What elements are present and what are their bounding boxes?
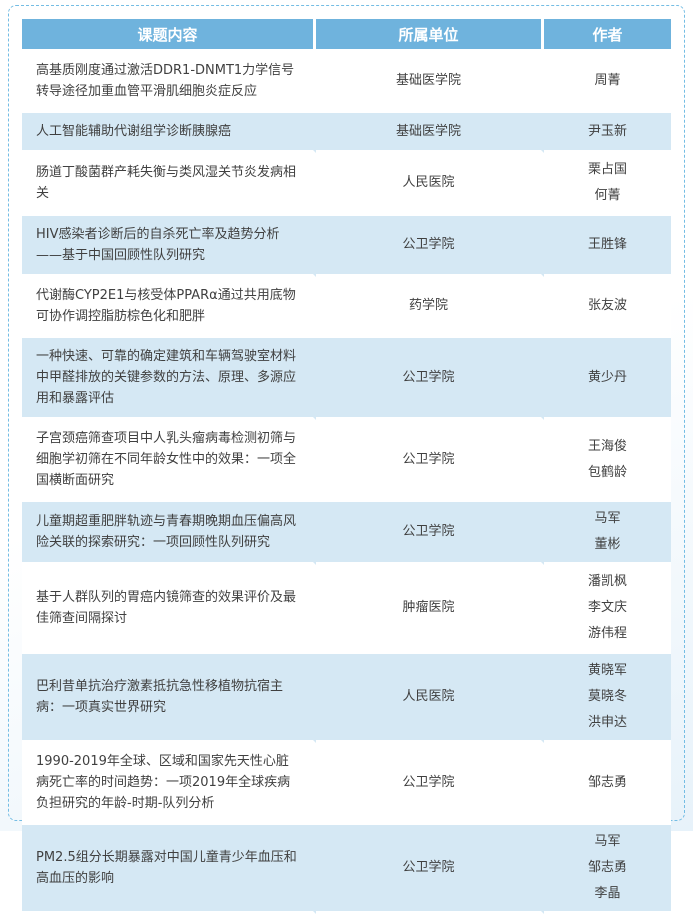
- topic-cell: 巴利昔单抗治疗激素抵抗急性移植物抗宿主病：一项真实世界研究: [22, 654, 316, 743]
- unit-cell: 公卫学院: [316, 338, 544, 420]
- topic-cell: 肠道丁酸菌群产耗失衡与类风湿关节炎发病相关: [22, 153, 316, 216]
- col-header-unit: 所属单位: [316, 19, 544, 52]
- author-name: 黄晓军: [587, 663, 627, 678]
- author-name: 马军: [594, 511, 621, 526]
- author-name: 周菁: [594, 73, 621, 88]
- table-row: 高基质刚度通过激活DDR1-DNMT1力学信号转导途径加重血管平滑肌细胞炎症反应…: [22, 52, 671, 113]
- dashed-border-container: 课题内容 所属单位 作者 高基质刚度通过激活DDR1-DNMT1力学信号转导途径…: [8, 5, 685, 914]
- author-name: 邹志勇: [587, 774, 627, 790]
- unit-cell: 人民医院: [316, 153, 544, 216]
- authors-cell: 马军 董彬: [544, 502, 671, 565]
- author-name: 洪申达: [587, 715, 627, 730]
- author-name: 王海俊: [587, 438, 627, 454]
- unit-cell: 公卫学院: [316, 216, 544, 277]
- table-row: 代谢酶CYP2E1与核受体PPARα通过共用底物可协作调控脂肪棕色化和肥胖 药学院…: [22, 277, 671, 338]
- authors-cell: 马军 邹志勇 李晶: [544, 825, 671, 914]
- table-row: 巴利昔单抗治疗激素抵抗急性移植物抗宿主病：一项真实世界研究 人民医院 黄晓军 莫晓冬洪…: [22, 654, 671, 743]
- authors-cell: 周菁: [544, 52, 671, 113]
- table-header: 课题内容 所属单位 作者: [22, 19, 671, 52]
- authors-cell: 黄晓军 莫晓冬 洪申达: [544, 654, 671, 743]
- unit-cell: 基础医学院: [316, 113, 544, 153]
- unit-cell: 公卫学院: [316, 743, 544, 825]
- authors-cell: 尹玉新: [544, 113, 671, 153]
- topic-cell: 儿童期超重肥胖轨迹与青春期晚期血压偏高风险关联的探索研究：一项回顾性队列研究: [22, 502, 316, 565]
- col-header-author: 作者: [544, 19, 671, 52]
- topic-cell: 高基质刚度通过激活DDR1-DNMT1力学信号转导途径加重血管平滑肌细胞炎症反应: [22, 52, 316, 113]
- topic-cell: 人工智能辅助代谢组学诊断胰腺癌: [22, 113, 316, 153]
- author-name: 马军: [594, 834, 621, 849]
- col-header-topic: 课题内容: [22, 19, 316, 52]
- author-name: 潘凯枫: [587, 574, 627, 589]
- table-row: 基于人群队列的胃癌内镜筛查的效果评价及最佳筛查间隔探讨 肿瘤医院 潘凯枫 李文庆 游伟程: [22, 565, 671, 654]
- author-name: 邹志勇: [587, 860, 627, 875]
- topic-cell: 1990-2019年全球、区域和国家先天性心脏病死亡率的时间趋势：一项2019年…: [22, 743, 316, 825]
- author-name: 张友波: [587, 298, 627, 313]
- unit-cell: 基础医学院: [316, 52, 544, 113]
- authors-cell: 王海俊 包鹤龄: [544, 420, 671, 502]
- topic-cell: PM2.5组分长期暴露对中国儿童青少年血压和高血压的影响: [22, 825, 316, 914]
- author-name: 包鹤龄: [587, 464, 627, 480]
- topic-cell: 代谢酶CYP2E1与核受体PPARα通过共用底物可协作调控脂肪棕色化和肥胖: [22, 277, 316, 338]
- table-row: 肠道丁酸菌群产耗失衡与类风湿关节炎发病相关 人民医院 栗占国 何菁: [22, 153, 671, 216]
- unit-cell: 人民医院: [316, 654, 544, 743]
- table-row: 人工智能辅助代谢组学诊断胰腺癌 基础医学院 尹玉新: [22, 113, 671, 153]
- table-body: 高基质刚度通过激活DDR1-DNMT1力学信号转导途径加重血管平滑肌细胞炎症反应…: [22, 52, 671, 914]
- topic-cell: 一种快速、可靠的确定建筑和车辆驾驶室材料中甲醛排放的关键参数的方法、原理、多源应…: [22, 338, 316, 420]
- authors-cell: 王胜锋: [544, 216, 671, 277]
- unit-cell: 药学院: [316, 277, 544, 338]
- authors-cell: 邹志勇: [544, 743, 671, 825]
- unit-cell: 公卫学院: [316, 502, 544, 565]
- author-name: 李晶: [594, 886, 621, 901]
- topic-cell: HIV感染者诊断后的自杀死亡率及趋势分析——基于中国回顾性队列研究: [22, 216, 316, 277]
- author-name: 尹玉新: [587, 123, 627, 139]
- topic-cell: 子宫颈癌筛查项目中人乳头瘤病毒检测初筛与细胞学初筛在不同年龄女性中的效果：一项全…: [22, 420, 316, 502]
- authors-cell: 潘凯枫 李文庆 游伟程: [544, 565, 671, 654]
- table-row: 一种快速、可靠的确定建筑和车辆驾驶室材料中甲醛排放的关键参数的方法、原理、多源应…: [22, 338, 671, 420]
- authors-cell: 张友波: [544, 277, 671, 338]
- author-name: 莫晓冬: [587, 689, 627, 704]
- topics-table: 课题内容 所属单位 作者 高基质刚度通过激活DDR1-DNMT1力学信号转导途径…: [22, 19, 671, 914]
- unit-cell: 公卫学院: [316, 825, 544, 914]
- author-name: 李文庆: [587, 600, 627, 615]
- author-name: 王胜锋: [587, 237, 627, 252]
- unit-cell: 肿瘤医院: [316, 565, 544, 654]
- unit-cell: 公卫学院: [316, 420, 544, 502]
- author-name: 何菁: [594, 188, 621, 203]
- table-row: PM2.5组分长期暴露对中国儿童青少年血压和高血压的影响 公卫学院 马军 邹志勇 李晶: [22, 825, 671, 914]
- author-name: 董彬: [594, 537, 621, 552]
- header-row: 课题内容 所属单位 作者: [22, 19, 671, 52]
- author-name: 游伟程: [587, 626, 627, 641]
- author-name: 栗占国: [587, 162, 627, 177]
- authors-cell: 黄少丹: [544, 338, 671, 420]
- table-row: 子宫颈癌筛查项目中人乳头瘤病毒检测初筛与细胞学初筛在不同年龄女性中的效果：一项全…: [22, 420, 671, 502]
- table-row: 儿童期超重肥胖轨迹与青春期晚期血压偏高风险关联的探索研究：一项回顾性队列研究 公卫…: [22, 502, 671, 565]
- table-row: HIV感染者诊断后的自杀死亡率及趋势分析——基于中国回顾性队列研究 公卫学院 王胜锋: [22, 216, 671, 277]
- topic-cell: 基于人群队列的胃癌内镜筛查的效果评价及最佳筛查间隔探讨: [22, 565, 316, 654]
- authors-cell: 栗占国 何菁: [544, 153, 671, 216]
- table-row: 1990-2019年全球、区域和国家先天性心脏病死亡率的时间趋势：一项2019年…: [22, 743, 671, 825]
- author-name: 黄少丹: [587, 369, 627, 385]
